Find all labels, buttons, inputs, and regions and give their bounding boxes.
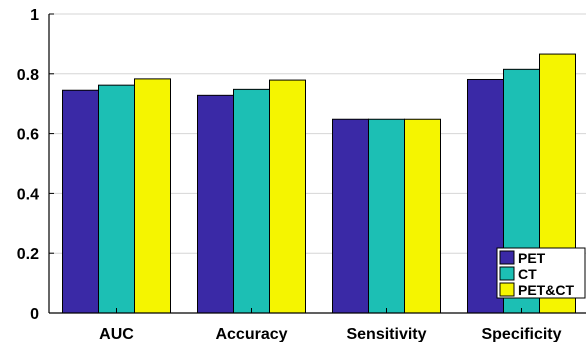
bar-pet-ct-sensitivity: [404, 118, 441, 314]
bar-pet-sensitivity: [332, 118, 369, 314]
y-tick-label: 0: [30, 306, 39, 323]
legend-label-1: CT: [518, 266, 537, 282]
y-tick-label: 0.6: [17, 127, 39, 144]
legend-swatch-1: [499, 266, 515, 281]
x-tick-labels: AUC Accuracy Sensitivity Specificity: [99, 326, 561, 342]
y-tick-labels: 0 0.2 0.4 0.6 0.8 1: [17, 7, 39, 323]
bar-ct-auc: [98, 84, 135, 314]
bar-pet-ct-accuracy: [269, 79, 306, 314]
bar-ct-sensitivity: [368, 118, 405, 314]
bar-pet-auc: [62, 89, 99, 314]
y-tick-label: 0.2: [17, 246, 39, 263]
x-tick-label-specificity: Specificity: [481, 326, 561, 342]
bar-pet-ct-auc: [134, 78, 171, 314]
bar-pet-accuracy: [197, 94, 234, 314]
bar-ct-accuracy: [233, 88, 270, 314]
legend-label-0: PET: [518, 250, 546, 266]
legend-swatch-0: [499, 250, 515, 265]
legend-swatch-2: [499, 282, 515, 297]
axes: [48, 13, 586, 314]
x-tick-label-sensitivity: Sensitivity: [346, 326, 426, 342]
y-tick-label: 1: [30, 7, 39, 24]
y-tick-label: 0.8: [17, 67, 39, 84]
x-tick-label-auc: AUC: [99, 326, 134, 342]
x-tick-label-accuracy: Accuracy: [215, 326, 287, 342]
y-tick-label: 0.4: [17, 186, 39, 203]
legend-label-2: PET&CT: [518, 282, 574, 298]
